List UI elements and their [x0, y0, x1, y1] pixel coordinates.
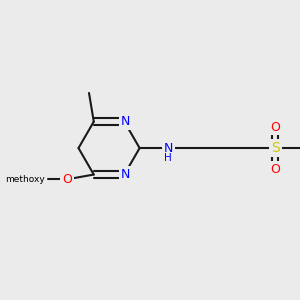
Text: S: S	[271, 141, 280, 155]
Text: H: H	[164, 153, 172, 163]
Text: N: N	[164, 142, 173, 154]
Text: O: O	[62, 173, 72, 186]
Text: O: O	[270, 163, 280, 176]
Text: methoxy: methoxy	[5, 175, 45, 184]
Text: N: N	[121, 168, 130, 181]
Text: N: N	[121, 115, 130, 128]
Text: O: O	[270, 121, 280, 134]
